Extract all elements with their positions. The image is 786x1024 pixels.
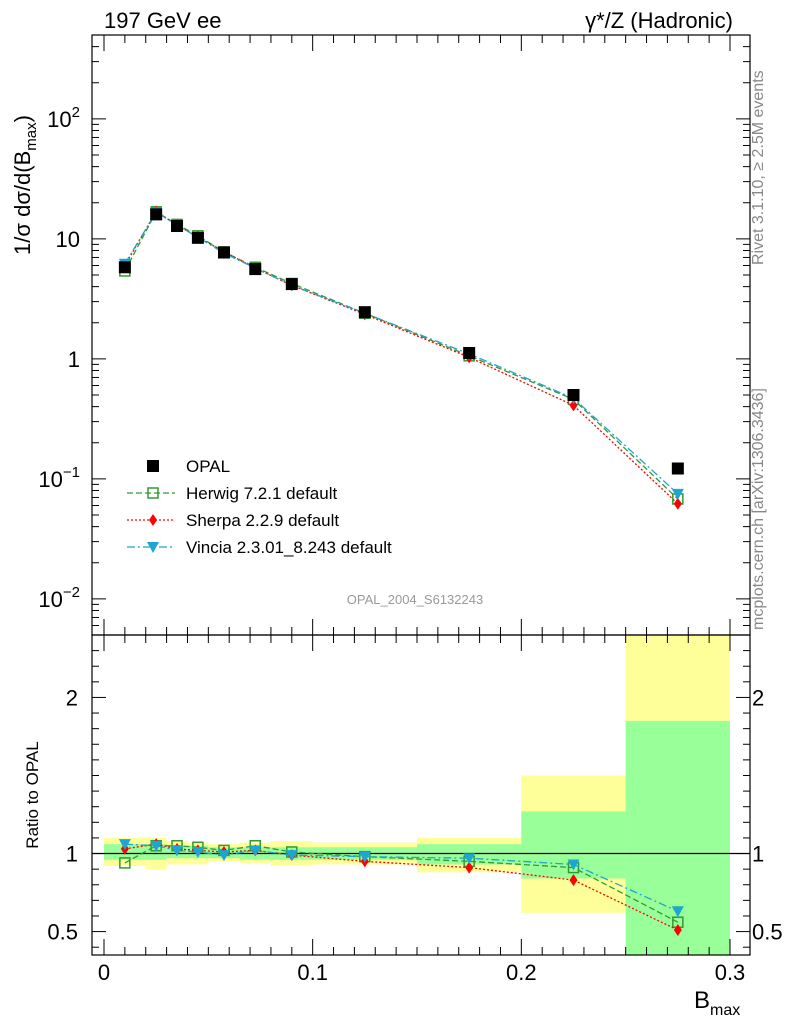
legend-marker-sherpa: [149, 514, 157, 526]
legend-marker-herwig: [147, 487, 159, 499]
opal-point-3: [191, 231, 204, 244]
opal-point-7: [358, 306, 371, 319]
main-panel: 10−2 10−1 1 10 102: [38, 34, 751, 636]
main-ytick-label-4: 102: [47, 104, 80, 132]
vincia-ratio-point-3: [191, 846, 204, 858]
opal-point-5: [249, 263, 262, 276]
x-axis-title-main: B: [694, 987, 710, 1014]
ratio-y-axis-title: Ratio to OPAL: [23, 741, 42, 848]
ratio-ytick-label-left-2: 2: [66, 685, 78, 710]
xtick-label-3: 0.3: [715, 960, 746, 985]
ratio-panel: 0.5 0.5 1 1 2 2 0 0.1 0.2 0.3: [47, 35, 783, 985]
sherpa-ratio-line: [124, 843, 679, 931]
ratio-ytick-label-left-1: 1: [66, 842, 78, 867]
vincia-ratio-point-10: [671, 906, 684, 918]
opal-point-8: [463, 346, 476, 359]
header-right: γ*/Z (Hadronic): [585, 8, 733, 33]
vincia-main-point-10: [671, 488, 684, 500]
vincia-ratio-point-0: [118, 839, 131, 851]
x-axis-title: Bmax: [694, 987, 740, 1019]
sherpa-ratio-point-8: [465, 861, 474, 874]
vincia-ratio-point-2: [171, 845, 184, 857]
rivet-version-label: Rivet 3.1.10, ≥ 2.5M events: [750, 70, 767, 265]
legend-marker-opal: [147, 460, 159, 472]
opal-point-4: [217, 246, 230, 259]
legend: OPAL Herwig 7.2.1 default Sherpa 2.2.9 def…: [127, 457, 392, 557]
opal-point-1: [150, 208, 163, 221]
main-y-axis-title-close: ): [10, 115, 35, 122]
vincia-ratio-point-8: [463, 853, 476, 865]
band-inner-10: [625, 720, 730, 955]
legend-marker-vincia: [147, 542, 159, 553]
vincia-ratio-point-1: [150, 840, 163, 852]
x-axis-title-sub: max: [710, 1002, 740, 1019]
main-ytick-label-0: 10−2: [38, 584, 80, 612]
uncertainty-bands: [104, 635, 730, 955]
main-y-axis-title: 1/σ dσ/d(Bmax): [10, 115, 40, 255]
vincia-main-line: [124, 211, 679, 495]
xtick-label-1: 0.1: [297, 960, 328, 985]
vincia-ratio-point-9: [567, 859, 580, 871]
main-y-axis-title-main: 1/σ dσ/d(B: [10, 151, 35, 255]
main-ytick-label-3: 10: [56, 227, 80, 252]
analysis-tag: OPAL_2004_S6132243: [347, 592, 483, 607]
herwig-main-line: [124, 210, 679, 500]
vincia-ratio-point-6: [285, 850, 298, 862]
herwig-ratio-point-0: [119, 857, 131, 869]
opal-point-2: [171, 220, 184, 233]
ratio-ytick-label-right-2: 2: [752, 685, 764, 710]
legend-label-sherpa: Sherpa 2.2.9 default: [186, 511, 339, 530]
header-left: 197 GeV ee: [104, 8, 221, 33]
main-ytick-label-2: 1: [68, 347, 80, 372]
legend-label-herwig: Herwig 7.2.1 default: [186, 484, 337, 503]
legend-label-opal: OPAL: [186, 457, 230, 476]
ratio-ytick-label-right-1: 1: [752, 842, 764, 867]
ratio-ytick-label-left-0: 0.5: [47, 920, 78, 945]
sherpa-main-point-9: [569, 399, 578, 412]
ratio-frame: [91, 634, 751, 956]
opal-point-0: [118, 261, 131, 274]
vincia-ratio-point-4: [217, 850, 230, 862]
sherpa-ratio-point-10: [673, 924, 682, 937]
opal-point-9: [567, 389, 580, 401]
opal-point-10: [671, 462, 684, 475]
main-y-axis-title-sub: max: [23, 122, 40, 151]
ratio-ytick-label-right-0: 0.5: [752, 920, 783, 945]
mcplots-label: mcplots.cern.ch [arXiv:1306.3436]: [750, 388, 767, 630]
sherpa-main-point-10: [673, 497, 682, 510]
vincia-ratio-point-7: [358, 851, 371, 863]
xtick-label-0: 0: [98, 960, 110, 985]
sherpa-ratio-point-9: [569, 874, 578, 887]
xtick-label-2: 0.2: [506, 960, 537, 985]
vincia-ratio-point-5: [249, 845, 262, 857]
main-ytick-label-1: 10−1: [38, 464, 80, 492]
legend-label-vincia: Vincia 2.3.01_8.243 default: [186, 538, 392, 557]
opal-point-6: [285, 278, 298, 291]
